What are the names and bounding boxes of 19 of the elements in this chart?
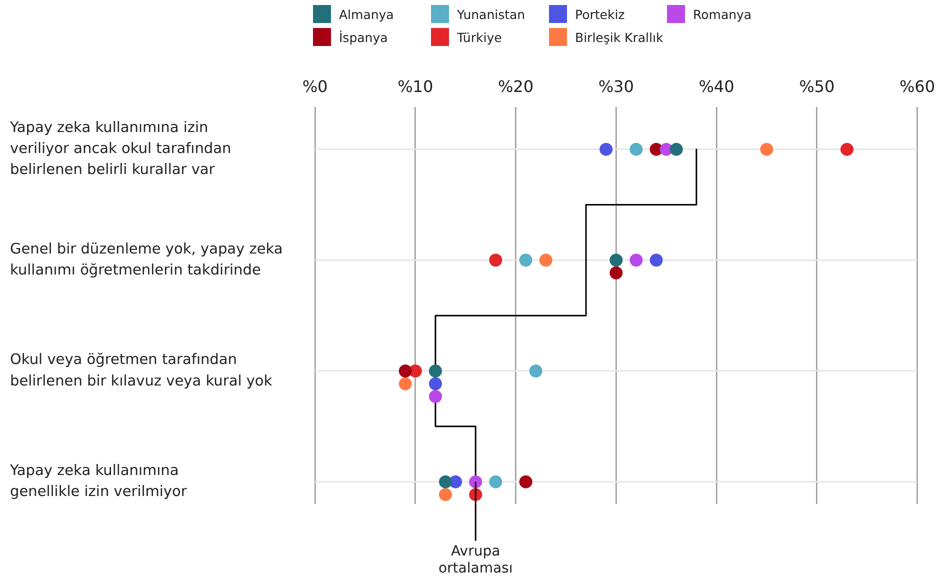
legend-label: Romanya xyxy=(693,6,752,22)
text: Avrupa ortalaması xyxy=(438,543,513,576)
x-tick-label: %30 xyxy=(598,76,634,96)
x-tick-label: %20 xyxy=(498,76,534,96)
y-tick-label: Yapay zeka kullanımına genellikle izin verilmiyor xyxy=(9,463,187,500)
x-tick-label: %0 xyxy=(302,76,328,96)
legend-label: Yunanistan xyxy=(457,6,526,22)
x-tick-label: %10 xyxy=(398,76,434,96)
x-tick-label: %40 xyxy=(698,76,734,96)
legend-label: Türkiye xyxy=(457,30,502,44)
legend-label: Portekiz xyxy=(575,6,625,22)
x-tick-label: %50 xyxy=(799,76,835,96)
y-tick-label: Yapay zeka kullanımına izin veriliyor ancak okul tarafından belirlenen belirli kurallar var xyxy=(9,120,232,178)
legend-label: Birleşik Krallık xyxy=(575,30,664,44)
y-tick-label: Okul veya öğretmen tarafından belirlenen bir kılavuz veya kural yok xyxy=(10,352,273,390)
y-tick-label: Genel bir düzenleme yok, yapay zeka kullanımı öğretmenlerin takdirinde xyxy=(10,241,283,278)
legend-label: İspanya xyxy=(339,30,388,44)
x-tick-label: %60 xyxy=(899,76,935,96)
legend-label: Almanya xyxy=(339,6,394,22)
